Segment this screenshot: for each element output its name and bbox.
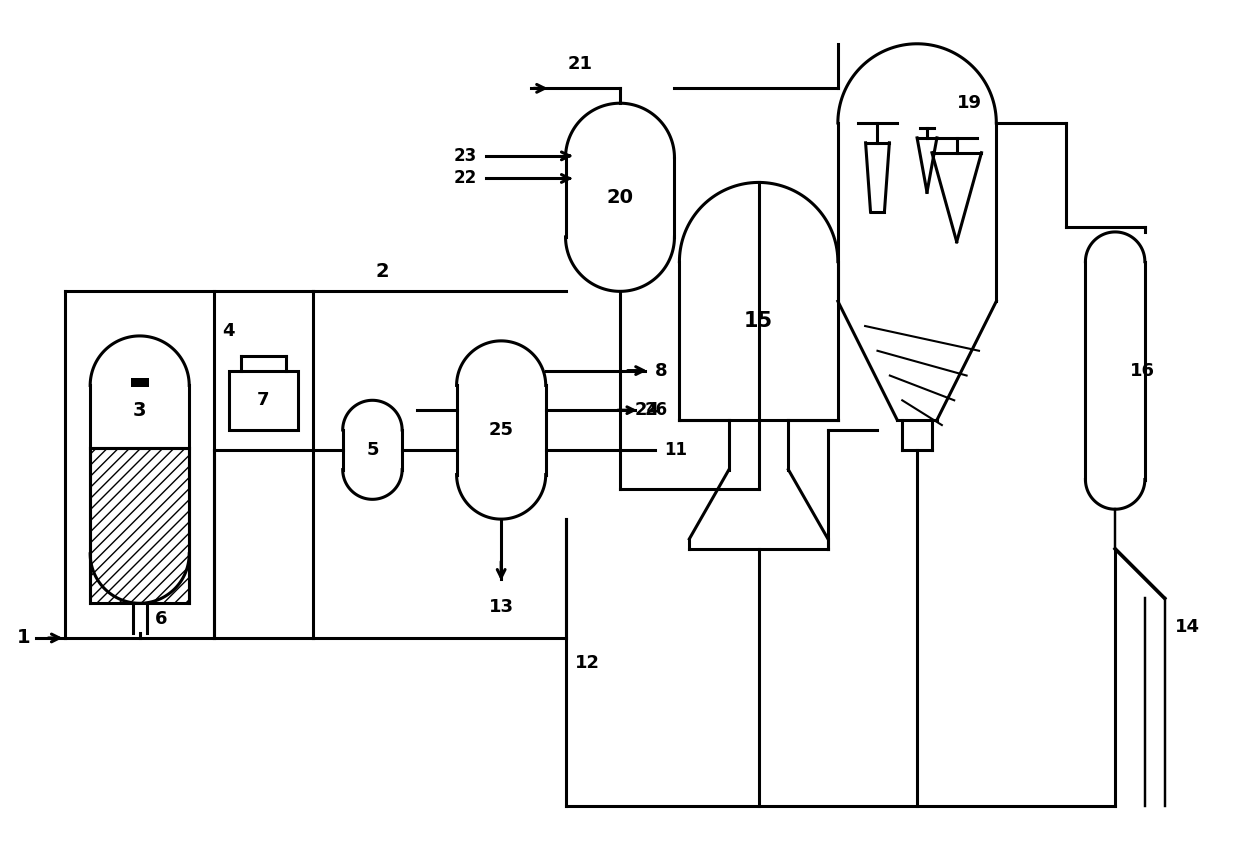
Bar bbox=[130, 378, 149, 387]
Text: 23: 23 bbox=[453, 147, 476, 165]
Text: 5: 5 bbox=[366, 441, 378, 458]
Text: 6: 6 bbox=[155, 610, 167, 628]
Text: 26: 26 bbox=[645, 402, 668, 419]
Text: 21: 21 bbox=[568, 56, 593, 73]
Text: 7: 7 bbox=[257, 391, 270, 409]
Text: 12: 12 bbox=[575, 654, 600, 672]
Text: 14: 14 bbox=[1174, 618, 1199, 636]
Text: 25: 25 bbox=[489, 421, 513, 439]
Text: 16: 16 bbox=[1130, 361, 1154, 379]
Text: 15: 15 bbox=[744, 311, 774, 331]
Text: 2: 2 bbox=[376, 262, 389, 281]
Bar bbox=[91, 448, 190, 604]
Bar bbox=[229, 371, 298, 430]
Text: 4: 4 bbox=[222, 322, 234, 340]
Text: 24: 24 bbox=[635, 402, 660, 419]
Text: 8: 8 bbox=[655, 361, 667, 379]
Text: 19: 19 bbox=[957, 95, 982, 112]
Text: 13: 13 bbox=[489, 599, 513, 617]
Text: 3: 3 bbox=[133, 402, 146, 421]
Text: 11: 11 bbox=[665, 441, 687, 458]
Text: 22: 22 bbox=[453, 169, 476, 187]
Text: 1: 1 bbox=[17, 629, 31, 648]
Text: 20: 20 bbox=[606, 187, 634, 206]
